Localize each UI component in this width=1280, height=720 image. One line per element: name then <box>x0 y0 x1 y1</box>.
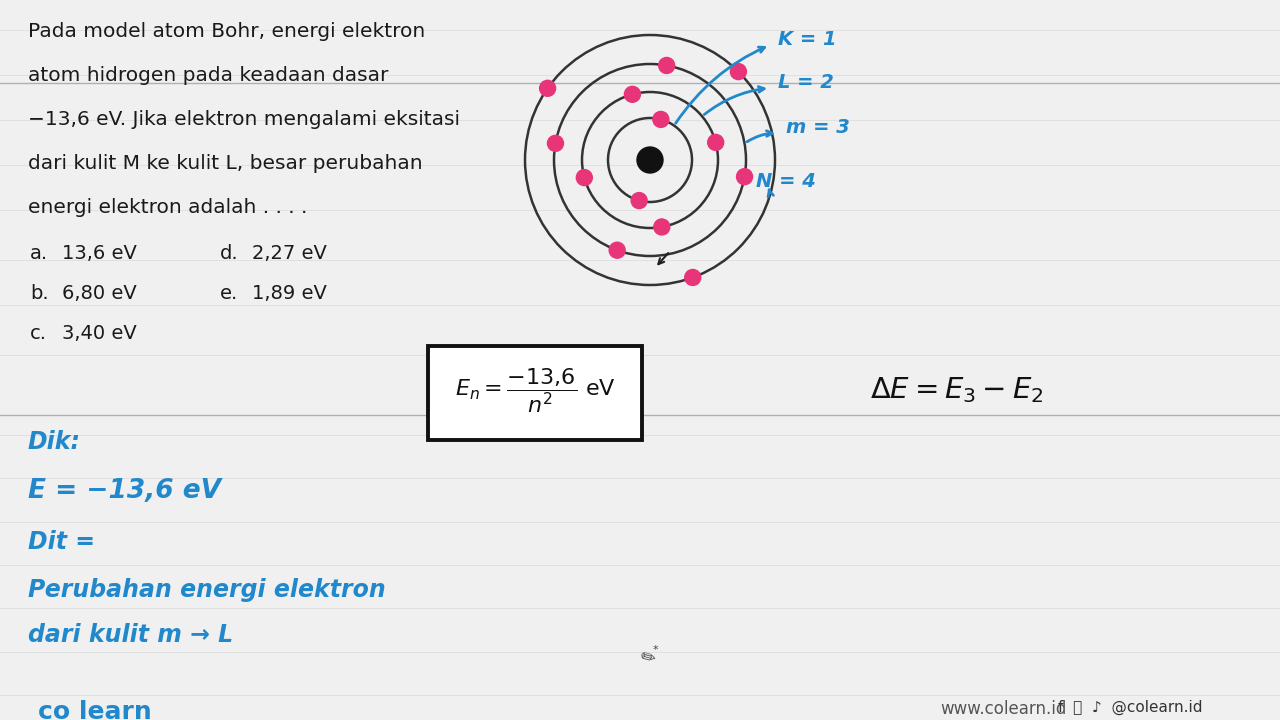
Text: c.: c. <box>29 324 47 343</box>
Text: N = 4: N = 4 <box>756 172 815 191</box>
Text: K = 1: K = 1 <box>778 30 837 49</box>
Text: Pada model atom Bohr, energi elektron: Pada model atom Bohr, energi elektron <box>28 22 425 41</box>
Circle shape <box>731 63 746 80</box>
Text: L = 2: L = 2 <box>778 73 833 92</box>
Text: 3,40 eV: 3,40 eV <box>61 324 137 343</box>
Circle shape <box>631 192 648 209</box>
Text: Dit =: Dit = <box>28 530 95 554</box>
Circle shape <box>540 81 556 96</box>
Text: −13,6 eV. Jika elektron mengalami eksitasi: −13,6 eV. Jika elektron mengalami eksita… <box>28 110 460 129</box>
Text: 1,89 eV: 1,89 eV <box>252 284 326 303</box>
Text: energi elektron adalah . . . .: energi elektron adalah . . . . <box>28 198 307 217</box>
Text: E = −13,6 eV: E = −13,6 eV <box>28 478 221 504</box>
Circle shape <box>609 242 625 258</box>
Text: d.: d. <box>220 244 238 263</box>
Text: atom hidrogen pada keadaan dasar: atom hidrogen pada keadaan dasar <box>28 66 388 85</box>
Text: dari kulit m → L: dari kulit m → L <box>28 623 233 647</box>
Text: f  Ⓘ  ♪  @colearn.id: f Ⓘ ♪ @colearn.id <box>1059 700 1202 715</box>
Text: m = 3: m = 3 <box>786 118 850 137</box>
Circle shape <box>685 269 700 285</box>
Text: dari kulit M ke kulit L, besar perubahan: dari kulit M ke kulit L, besar perubahan <box>28 154 422 173</box>
Text: b.: b. <box>29 284 49 303</box>
Text: 13,6 eV: 13,6 eV <box>61 244 137 263</box>
Circle shape <box>637 147 663 173</box>
Text: Dik:: Dik: <box>28 430 81 454</box>
Text: 6,80 eV: 6,80 eV <box>61 284 137 303</box>
Text: www.colearn.id: www.colearn.id <box>940 700 1066 718</box>
FancyBboxPatch shape <box>428 346 643 440</box>
Circle shape <box>548 135 563 151</box>
Text: $E_n = \dfrac{-13{,}6}{n^2}\ \mathrm{eV}$: $E_n = \dfrac{-13{,}6}{n^2}\ \mathrm{eV}… <box>454 366 616 415</box>
Text: $\Delta E = E_3 - E_2$: $\Delta E = E_3 - E_2$ <box>870 375 1043 405</box>
Circle shape <box>654 219 669 235</box>
Circle shape <box>659 58 675 73</box>
Circle shape <box>653 112 669 127</box>
Text: co learn: co learn <box>38 700 152 720</box>
Text: e.: e. <box>220 284 238 303</box>
Circle shape <box>736 168 753 184</box>
Circle shape <box>576 170 593 186</box>
Text: Perubahan energi elektron: Perubahan energi elektron <box>28 578 385 602</box>
Text: a.: a. <box>29 244 49 263</box>
Text: ✏: ✏ <box>637 648 657 670</box>
Circle shape <box>708 135 723 150</box>
Text: *: * <box>653 645 659 655</box>
Text: 2,27 eV: 2,27 eV <box>252 244 326 263</box>
Circle shape <box>625 86 640 102</box>
